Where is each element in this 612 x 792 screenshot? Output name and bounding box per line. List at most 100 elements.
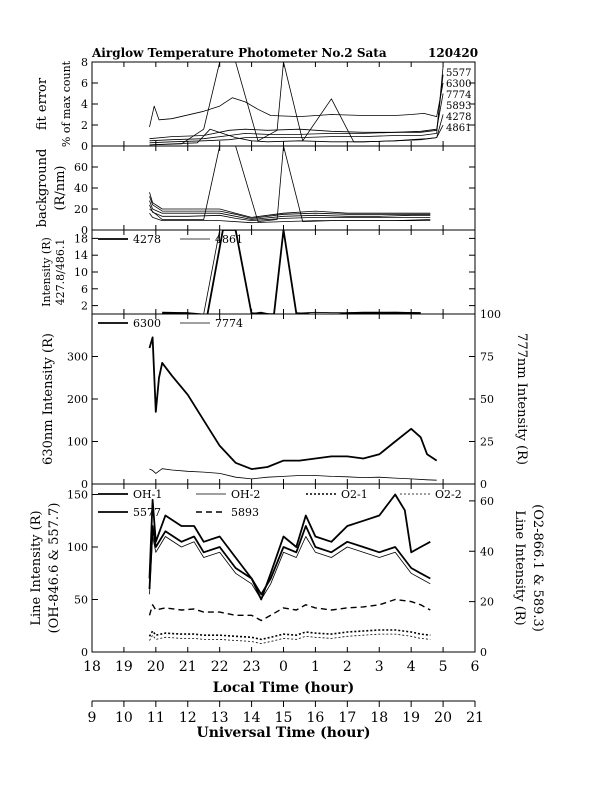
fit-error-label: fit error [35, 77, 50, 130]
local-tick-label: 1 [311, 659, 320, 675]
y-tick-label: 0 [81, 646, 88, 659]
legend-label-5893: 5893 [446, 101, 471, 112]
y-tick-label: 50 [74, 594, 88, 607]
series-line-line-intensity-O2-2 [149, 633, 431, 644]
y-tick-label: 2 [81, 300, 88, 313]
local-tick-label: 4 [407, 659, 416, 675]
y-tick-label: 0 [81, 478, 88, 491]
series-line-intensity-427-486-4278 [162, 230, 421, 314]
series-line-background-7774 [149, 200, 431, 220]
series-line-line-intensity-OH-2 [149, 536, 431, 600]
y-tick-label: 4 [81, 98, 88, 111]
legend-label-7774: 7774 [446, 90, 471, 101]
background-sublabel: (R/nm) [53, 165, 68, 210]
local-tick-label: 19 [115, 659, 133, 675]
universal-tick-label: 14 [243, 710, 261, 726]
y-tick-label: 0 [81, 140, 88, 153]
universal-tick-label: 12 [179, 710, 197, 726]
y-tick-label: 300 [67, 351, 88, 364]
legend-label-7774: 7774 [215, 317, 243, 330]
panel-oi-intensity: 0 100 200 300 0 25 50 75 100 630nm Intensity (R) 7… [41, 308, 529, 491]
series-line-oi-intensity-6300 [148, 336, 438, 471]
series-line-line-intensity-5577 [148, 493, 431, 601]
legend-label-4861: 4861 [446, 123, 471, 134]
line-right-label: Line Intensity (R) [512, 510, 527, 625]
y-tick-right-label: 50 [480, 393, 494, 406]
universal-axis-label: Universal Time (hour) [197, 725, 371, 741]
series-group [148, 493, 431, 644]
local-axis-label: Local Time (hour) [213, 680, 355, 696]
local-tick-label: 5 [439, 659, 448, 675]
local-tick-label: 3 [375, 659, 384, 675]
y-tick-right-label: 60 [480, 495, 494, 508]
legend-label-O2-2: O2-2 [435, 488, 462, 501]
local-tick-label: 6 [471, 659, 480, 675]
series-line-background-5893 [149, 204, 431, 222]
legend-label-5893: 5893 [231, 506, 259, 519]
panel-background: 0 20 40 60 background (R/nm) [35, 145, 476, 237]
universal-tick-label: 19 [402, 710, 420, 726]
series-line-fit-error-6300 [149, 74, 444, 142]
series-group [148, 336, 438, 481]
series-line-fit-error-4861 [149, 124, 444, 146]
legend-label-6300: 6300 [446, 79, 471, 90]
universal-tick-label: 13 [211, 710, 229, 726]
panel-frame [91, 313, 476, 485]
legend-label-OH-2: OH-2 [231, 488, 260, 501]
local-tick-label: 22 [211, 659, 229, 675]
series-line-line-intensity-O2-1 [148, 629, 431, 641]
series-line-background-4861 [149, 212, 431, 224]
line-right-sublabel: (O2-866.1 & 589.3) [530, 504, 545, 632]
y-tick-right-label: 25 [480, 436, 494, 449]
universal-tick-label: 17 [338, 710, 356, 726]
local-tick-label: 0 [279, 659, 288, 675]
y-tick-label: 100 [67, 436, 88, 449]
legend-label-6300: 6300 [133, 317, 161, 330]
y-tick-label: 150 [67, 489, 88, 502]
universal-tick-label: 21 [466, 710, 484, 726]
y-tick-label: 8 [81, 56, 88, 69]
y-tick-label: 6 [81, 283, 88, 296]
legend-label-4278: 4278 [446, 112, 471, 123]
series-line-background-6300 [149, 196, 431, 219]
line-left-sublabel: (OH-846.6 & 557.7) [47, 503, 62, 634]
series-group [162, 230, 421, 314]
oi-right-label: 777nm Intensity (R) [514, 333, 529, 465]
local-tick-label: 23 [243, 659, 261, 675]
y-tick-label: 200 [67, 393, 88, 406]
universal-tick-label: 16 [307, 710, 325, 726]
y-tick-label: 20 [74, 203, 88, 216]
series-line-fit-error-5577 [149, 66, 444, 144]
y-tick-right-label: 0 [480, 478, 487, 491]
y-tick-right-label: 100 [480, 308, 501, 321]
panel-intensity-427-486: 2 6 10 14 18 Intensity (R) 427.8/486.1 4278 4861 [40, 229, 476, 315]
line-left-label: Line Intensity (R) [29, 510, 44, 625]
panel-frame [91, 61, 476, 147]
series-group [149, 62, 444, 146]
legend-label-4861: 4861 [215, 233, 243, 246]
universal-tick-label: 20 [434, 710, 452, 726]
background-label: background [35, 149, 50, 228]
y-tick-right-label: 40 [480, 545, 494, 558]
legend-label-5577: 5577 [133, 506, 161, 519]
legend-label-4278: 4278 [133, 233, 161, 246]
local-tick-label: 18 [83, 659, 101, 675]
series-line-background-5577 [149, 192, 431, 218]
y-tick-label: 60 [74, 161, 88, 174]
y-tick-label: 14 [74, 249, 88, 262]
y-tick-label: 2 [81, 119, 88, 132]
panel-fit-error: 0 2 4 6 8 fit error % of max count 557763007774… [35, 56, 476, 153]
series-line-background-4278 [149, 146, 431, 223]
universal-tick-label: 11 [147, 710, 165, 726]
y-tick-label: 0 [81, 224, 88, 237]
series-line-intensity-427-486-4861 [162, 230, 421, 314]
universal-tick-label: 18 [370, 710, 388, 726]
figure-date: 120420 [428, 46, 478, 60]
y-tick-right-label: 20 [480, 596, 494, 609]
y-tick-label: 40 [74, 182, 88, 195]
local-tick-label: 21 [179, 659, 197, 675]
